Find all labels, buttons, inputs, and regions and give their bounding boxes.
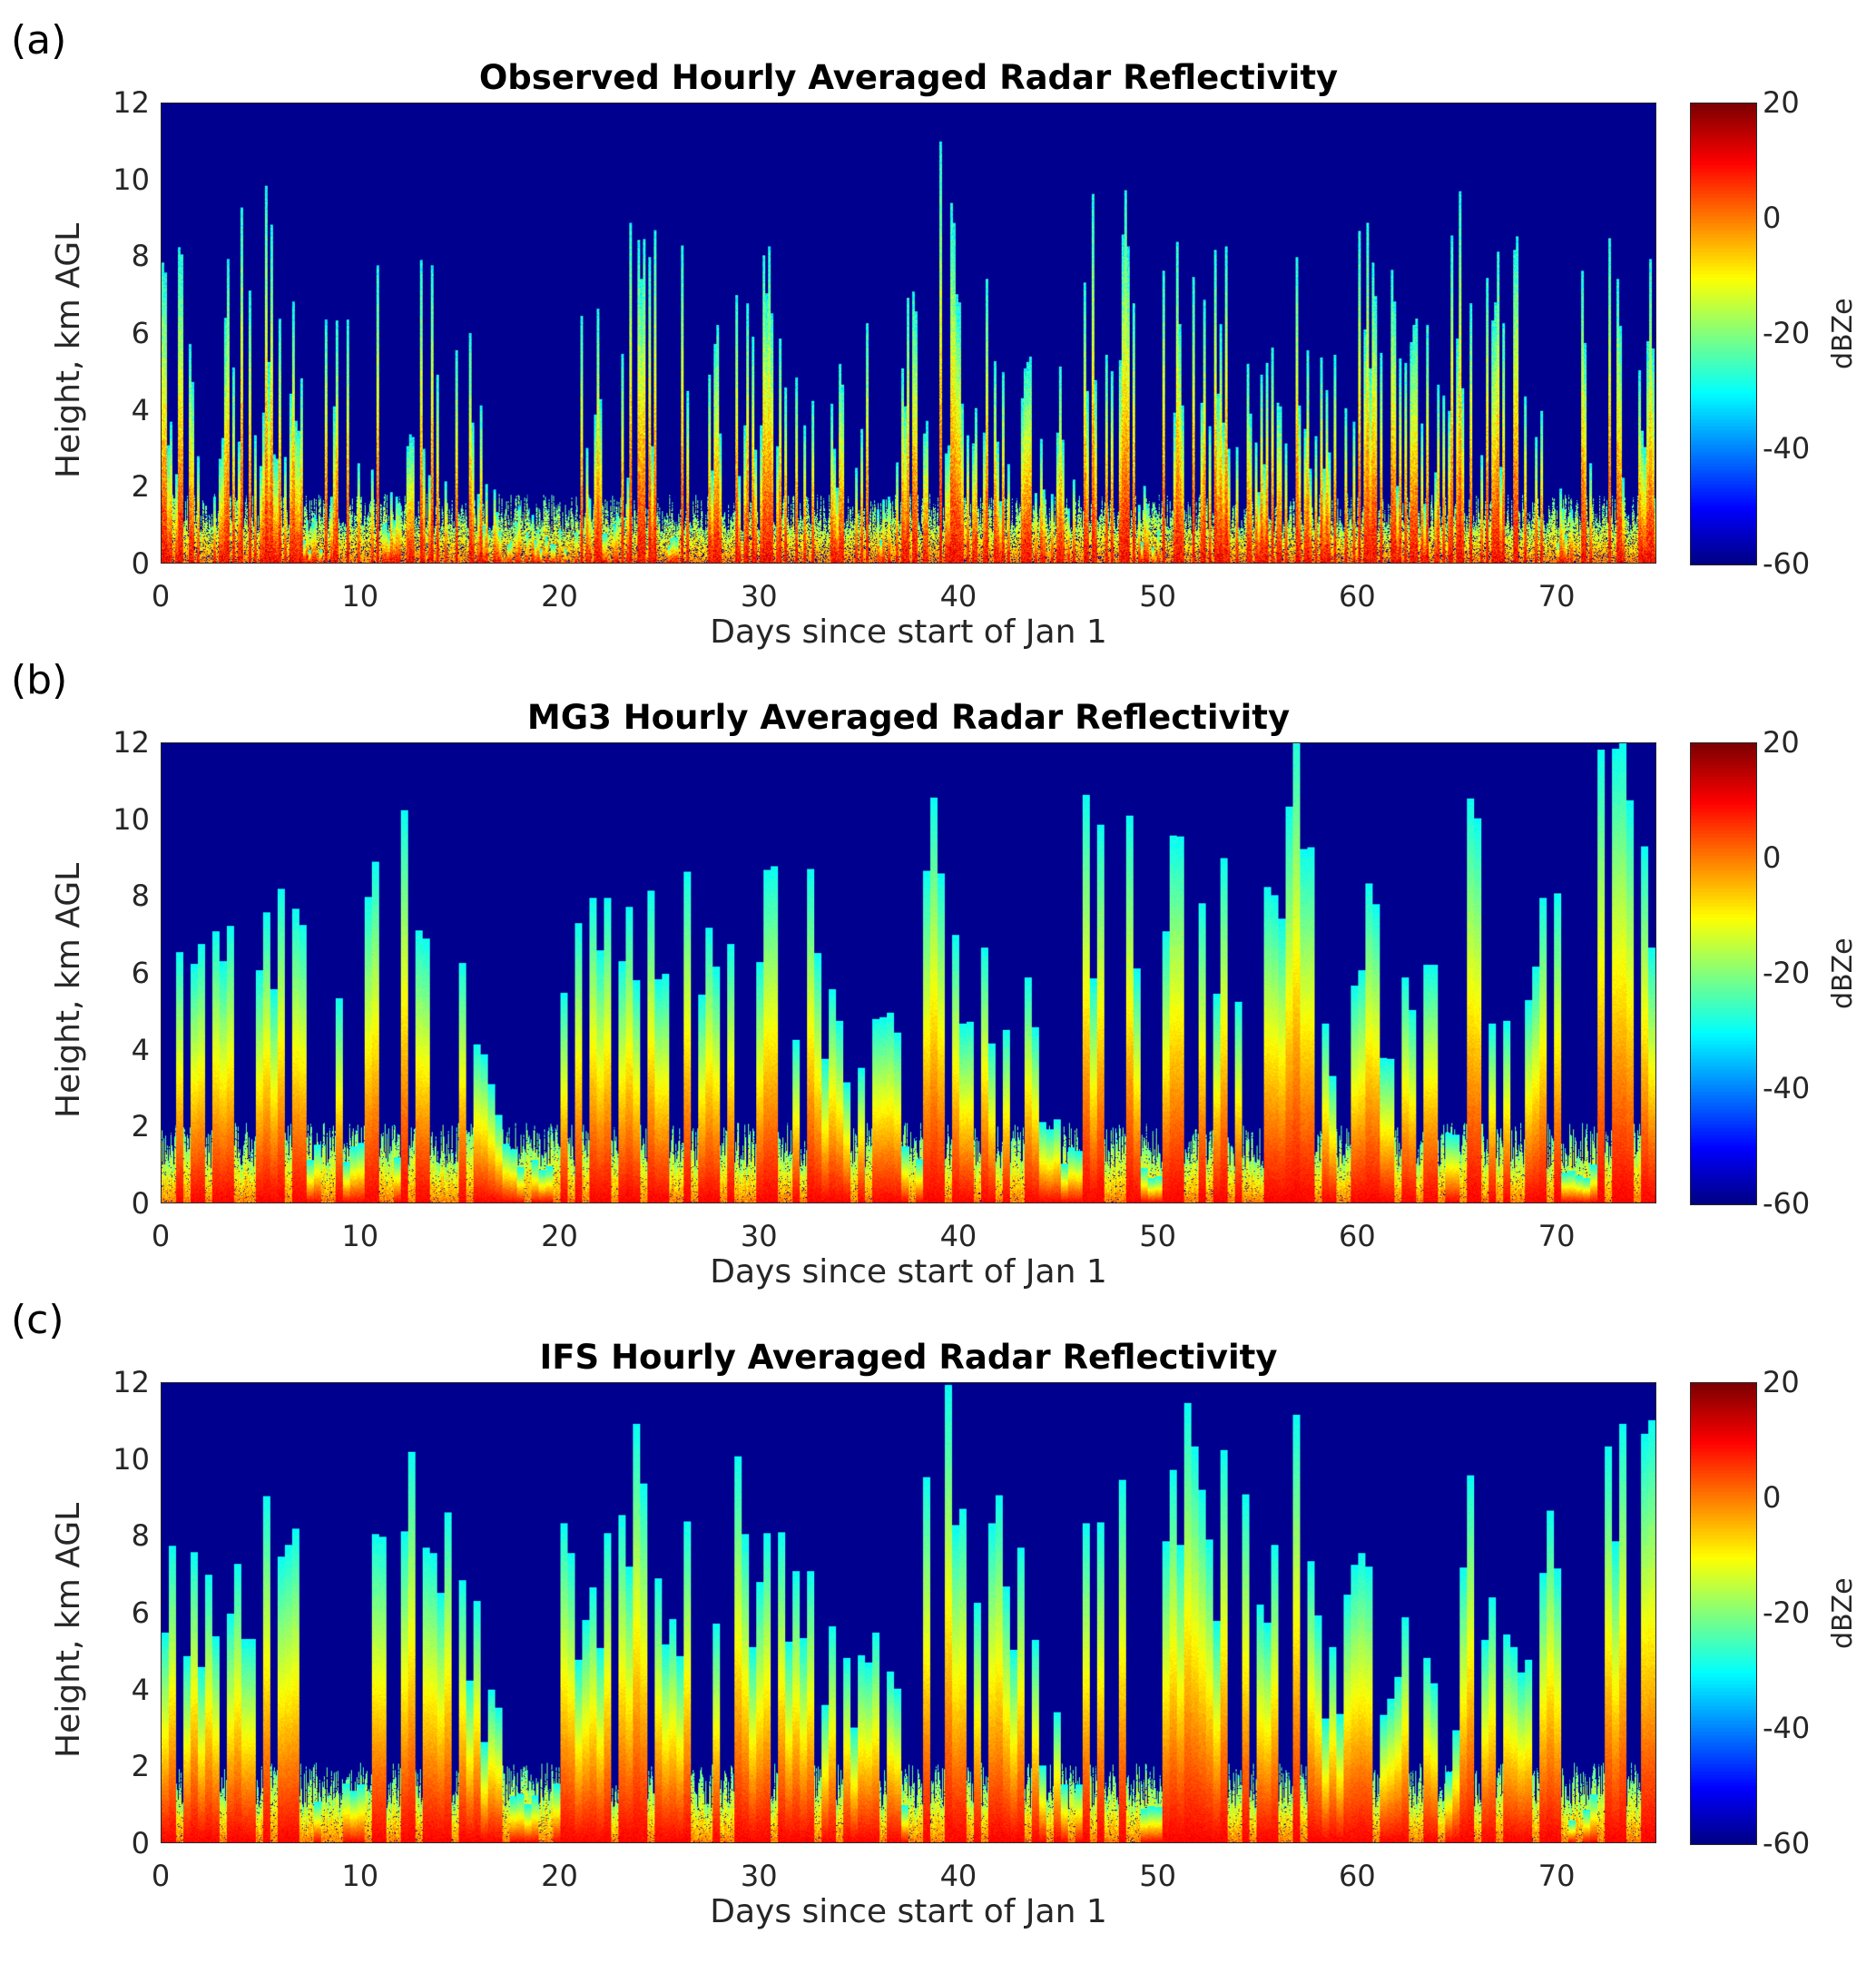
x-tick-label: 0 — [151, 579, 171, 613]
x-tick-label: 30 — [740, 1859, 778, 1893]
x-tick-label: 70 — [1537, 1219, 1576, 1253]
y-axis-label: Height, km AGL — [50, 1502, 87, 1758]
panel-label: (a) — [11, 17, 67, 64]
y-tick-label: 8 — [131, 1518, 150, 1554]
chart-title: IFS Hourly Averaged Radar Reflectivity — [539, 1338, 1278, 1377]
y-tick-label: 6 — [131, 316, 150, 350]
x-axis-label: Days since start of Jan 1 — [710, 1253, 1107, 1291]
x-tick-label: 60 — [1339, 579, 1376, 613]
y-tick-label: 12 — [113, 85, 150, 120]
colorbar-label: dBZe — [1827, 1577, 1859, 1649]
y-tick-label: 0 — [131, 1186, 150, 1221]
y-tick-label: 2 — [131, 1109, 150, 1144]
colorbar-tick-label: 0 — [1763, 201, 1782, 235]
colorbar-tick-label: -40 — [1763, 1711, 1811, 1745]
x-tick-label: 10 — [341, 1219, 379, 1253]
x-tick-label: 50 — [1139, 579, 1177, 613]
y-axis-label: Height, km AGL — [50, 862, 87, 1118]
colorbar-tick-label: 0 — [1763, 840, 1782, 875]
colorbar-tick-label: -60 — [1763, 1826, 1811, 1860]
colorbar-label: dBZe — [1827, 937, 1859, 1009]
x-axis-label: Days since start of Jan 1 — [710, 1893, 1107, 1930]
y-tick-label: 10 — [113, 162, 150, 197]
colorbar-tick-label: -40 — [1763, 1071, 1811, 1105]
x-tick-label: 0 — [151, 1859, 171, 1893]
colorbar — [1690, 1382, 1757, 1845]
y-tick-label: 12 — [113, 1365, 150, 1399]
chart-title: Observed Hourly Averaged Radar Reflectiv… — [478, 58, 1339, 97]
colorbar-tick-label: -60 — [1763, 546, 1811, 581]
colorbar-tick-label: 20 — [1763, 725, 1800, 760]
x-tick-label: 20 — [541, 579, 578, 613]
y-tick-label: 6 — [131, 1595, 150, 1630]
x-tick-label: 50 — [1139, 1219, 1177, 1253]
colorbar-tick-label: -20 — [1763, 956, 1811, 990]
x-tick-label: 0 — [151, 1219, 171, 1253]
colorbar-tick-label: -40 — [1763, 431, 1811, 466]
x-tick-label: 70 — [1537, 579, 1576, 613]
heatmap-plot — [161, 742, 1656, 1203]
y-tick-label: 10 — [113, 1441, 150, 1477]
x-tick-label: 10 — [341, 579, 379, 613]
y-tick-label: 8 — [131, 879, 150, 914]
y-tick-label: 12 — [113, 725, 150, 760]
y-tick-label: 4 — [131, 1672, 150, 1707]
x-tick-label: 10 — [341, 1859, 379, 1893]
x-tick-label: 60 — [1339, 1219, 1376, 1253]
x-tick-label: 30 — [740, 579, 778, 613]
y-tick-label: 4 — [131, 1032, 150, 1067]
x-tick-label: 40 — [939, 1859, 977, 1893]
x-tick-label: 60 — [1339, 1859, 1376, 1893]
y-tick-label: 10 — [113, 801, 150, 837]
x-tick-label: 70 — [1537, 1859, 1576, 1893]
colorbar — [1690, 742, 1757, 1205]
colorbar-tick-label: -20 — [1763, 316, 1811, 350]
chart-title: MG3 Hourly Averaged Radar Reflectivity — [526, 698, 1291, 737]
x-axis-label: Days since start of Jan 1 — [710, 613, 1107, 651]
heatmap-plot — [161, 1382, 1656, 1843]
y-tick-label: 0 — [131, 546, 150, 581]
x-tick-label: 20 — [541, 1859, 578, 1893]
colorbar-tick-label: 20 — [1763, 1365, 1800, 1399]
y-tick-label: 4 — [131, 392, 150, 427]
panel-label: (c) — [11, 1297, 64, 1343]
y-axis-label: Height, km AGL — [50, 222, 87, 478]
y-tick-label: 8 — [131, 239, 150, 274]
x-tick-label: 40 — [939, 579, 977, 613]
x-tick-label: 20 — [541, 1219, 578, 1253]
panel-label: (b) — [11, 657, 68, 703]
y-tick-label: 6 — [131, 956, 150, 990]
colorbar-tick-label: -20 — [1763, 1595, 1811, 1630]
colorbar — [1690, 103, 1757, 565]
y-tick-label: 0 — [131, 1826, 150, 1860]
x-tick-label: 40 — [939, 1219, 977, 1253]
colorbar-tick-label: -60 — [1763, 1186, 1811, 1221]
y-tick-label: 2 — [131, 1749, 150, 1784]
x-tick-label: 30 — [740, 1219, 778, 1253]
heatmap-plot — [161, 103, 1656, 564]
x-tick-label: 50 — [1139, 1859, 1177, 1893]
y-tick-label: 2 — [131, 469, 150, 505]
colorbar-tick-label: 0 — [1763, 1480, 1782, 1515]
colorbar-tick-label: 20 — [1763, 85, 1800, 120]
colorbar-label: dBZe — [1827, 298, 1859, 369]
